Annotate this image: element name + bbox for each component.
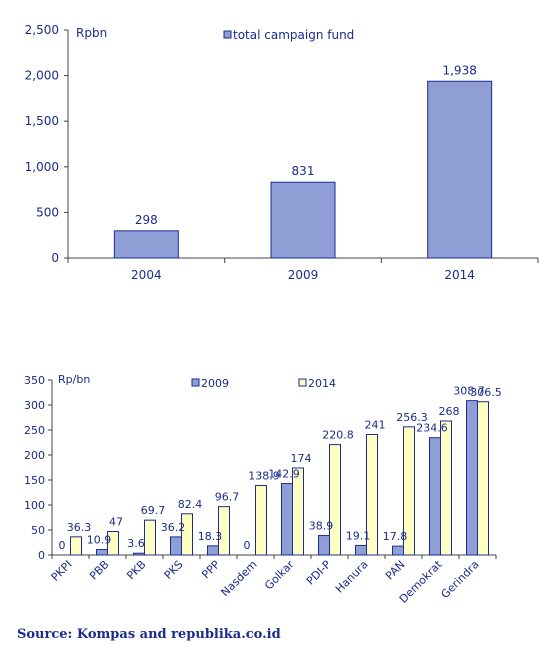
chart2-data-label-2014: 47 [109, 516, 123, 529]
chart2-data-label-2014: 306.5 [470, 386, 502, 399]
chart2-bar-2014 [181, 513, 193, 556]
chart1-y-tick-label: 1,500 [25, 114, 59, 128]
chart2-y-axis-label: Rp/bn [58, 373, 90, 386]
chart2-data-label-2014: 268 [439, 405, 460, 418]
chart2-data-label-2014: 69.7 [141, 504, 166, 517]
chart2-bar-2009 [281, 483, 293, 556]
chart2-bar-2009 [207, 545, 219, 556]
chart2-bar-2014 [366, 434, 378, 556]
chart2-data-label-2014: 241 [365, 419, 386, 432]
chart2-y-tick-label: 50 [31, 524, 45, 537]
chart2-data-label-2009: 3.6 [127, 537, 145, 550]
chart2-data-label-2014: 36.3 [67, 521, 92, 534]
chart1-x-tick-label: 2014 [444, 268, 475, 282]
chart2-bar-2014 [292, 467, 304, 556]
chart2-x-tick-label: PPP [199, 558, 223, 582]
chart2-data-label-2009: 10.9 [87, 534, 112, 547]
chart2-x-tick-label: Nasdem [218, 558, 259, 599]
chart2-x-tick-label: PKS [162, 558, 186, 582]
chart2-data-label-2014: 138.9 [248, 470, 280, 483]
chart2-x-tick-label: PKPI [49, 558, 75, 584]
chart2-data-label-2014: 82.4 [178, 498, 203, 511]
chart2-bar-2014 [107, 531, 119, 556]
chart1-bar [113, 230, 179, 259]
chart1-bar [427, 80, 493, 259]
chart2-bar-2009 [133, 552, 145, 556]
chart2-bar-2009 [466, 400, 478, 556]
chart1-y-tick-label: 2,000 [25, 69, 59, 83]
chart2-data-label-2009: 17.8 [383, 530, 408, 543]
chart2-data-label-2014: 256.3 [396, 411, 428, 424]
chart1-x-tick-label: 2004 [131, 268, 162, 282]
chart2-bar-2014 [440, 420, 452, 556]
chart2-bar-2009 [96, 549, 108, 556]
chart2-data-label-2014: 96.7 [215, 491, 240, 504]
chart2-y-tick-label: 250 [24, 424, 45, 437]
source-note: Source: Kompas and republika.co.id [17, 627, 281, 642]
chart2-legend-label-2009: 2009 [201, 377, 229, 390]
chart1-legend-label: total campaign fund [233, 28, 354, 42]
chart1-data-label: 1,938 [442, 63, 476, 77]
chart2-bar-2009 [318, 535, 330, 556]
chart2-y-tick-label: 0 [38, 549, 45, 562]
chart1-data-label: 298 [135, 213, 158, 227]
chart2-data-label-2009: 234.6 [416, 422, 448, 435]
chart2-y-tick-label: 300 [24, 399, 45, 412]
chart1-y-tick-label: 1,000 [25, 160, 59, 174]
chart1-legend-swatch [223, 30, 232, 39]
chart2-x-tick-label: Hanura [333, 558, 371, 596]
chart2-data-label-2009: 18.3 [198, 530, 223, 543]
chart2-bar-2009 [392, 545, 404, 556]
chart2-x-tick-label: Golkar [262, 558, 297, 593]
chart2-data-label-2009: 142.9 [268, 468, 300, 481]
chart1-y-tick-label: 500 [36, 205, 59, 219]
chart2-x-tick-label: PDI-P [304, 558, 334, 588]
chart1-y-axis-label: Rpbn [76, 26, 107, 40]
chart2-y-tick-label: 150 [24, 474, 45, 487]
chart2-data-label-2009: 19.1 [346, 529, 371, 542]
chart2-bar-2009 [355, 544, 367, 556]
chart2-bar-2014 [329, 444, 341, 556]
chart2-legend-label-2014: 2014 [308, 377, 336, 390]
chart1-data-label: 831 [292, 164, 315, 178]
chart2-data-label-2009: 36.2 [161, 521, 186, 534]
chart2-bar-2014 [255, 485, 267, 556]
chart2-data-label-2009: 38.9 [309, 520, 334, 533]
chart1-x-tick-label: 2009 [288, 268, 319, 282]
chart1-bar [270, 181, 336, 259]
chart2-legend-swatch-2014 [298, 378, 307, 387]
chart2-data-label-2014: 220.8 [322, 429, 354, 442]
chart2-data-label-2009: 0 [59, 539, 66, 552]
chart2-x-tick-label: PAN [383, 558, 408, 583]
chart2-y-tick-label: 350 [24, 374, 45, 387]
chart2-data-label-2009: 308.7 [453, 385, 485, 398]
chart2-bar-2014 [218, 506, 230, 556]
chart2-x-tick-label: PBB [87, 558, 112, 583]
chart2-y-tick-label: 100 [24, 499, 45, 512]
chart2-bar-2014 [70, 536, 82, 556]
chart2-y-tick-label: 200 [24, 449, 45, 462]
chart2-bar-2009 [429, 437, 441, 556]
chart2-bar-2009 [170, 536, 182, 556]
chart1-y-tick-label: 0 [51, 251, 59, 265]
chart2-bar-2014 [477, 401, 489, 556]
chart2-bar-2014 [403, 426, 415, 556]
chart2-bar-2014 [144, 519, 156, 556]
chart2-x-tick-label: Gerindra [438, 558, 481, 601]
chart2-data-label-2014: 174 [291, 452, 312, 465]
chart1-y-tick-label: 2,500 [25, 23, 59, 37]
chart2-x-tick-label: PKB [124, 558, 148, 582]
chart2-legend-swatch-2009 [191, 378, 200, 387]
chart2-data-label-2009: 0 [244, 539, 251, 552]
